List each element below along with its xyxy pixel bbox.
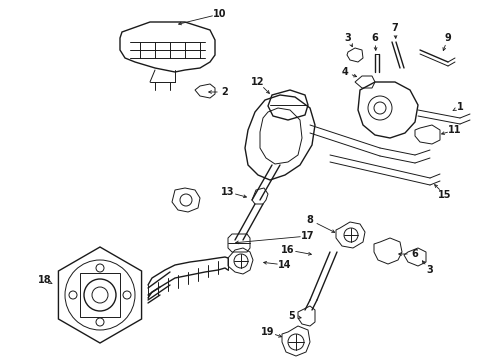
Text: 17: 17 [301, 231, 315, 241]
Text: 2: 2 [221, 87, 228, 97]
Text: 5: 5 [289, 311, 295, 321]
Text: 15: 15 [438, 190, 452, 200]
Text: 19: 19 [261, 327, 275, 337]
Text: 1: 1 [457, 102, 464, 112]
Text: 8: 8 [307, 215, 314, 225]
Text: 12: 12 [251, 77, 265, 87]
Text: 4: 4 [342, 67, 348, 77]
Text: 10: 10 [213, 9, 227, 19]
Text: 3: 3 [344, 33, 351, 43]
Text: 11: 11 [448, 125, 462, 135]
Text: 18: 18 [38, 275, 52, 285]
Text: 7: 7 [392, 23, 398, 33]
Text: 14: 14 [278, 260, 292, 270]
Text: 13: 13 [221, 187, 235, 197]
Text: 6: 6 [371, 33, 378, 43]
Text: 16: 16 [281, 245, 295, 255]
Text: 9: 9 [444, 33, 451, 43]
Text: 3: 3 [427, 265, 433, 275]
Text: 6: 6 [412, 249, 418, 259]
